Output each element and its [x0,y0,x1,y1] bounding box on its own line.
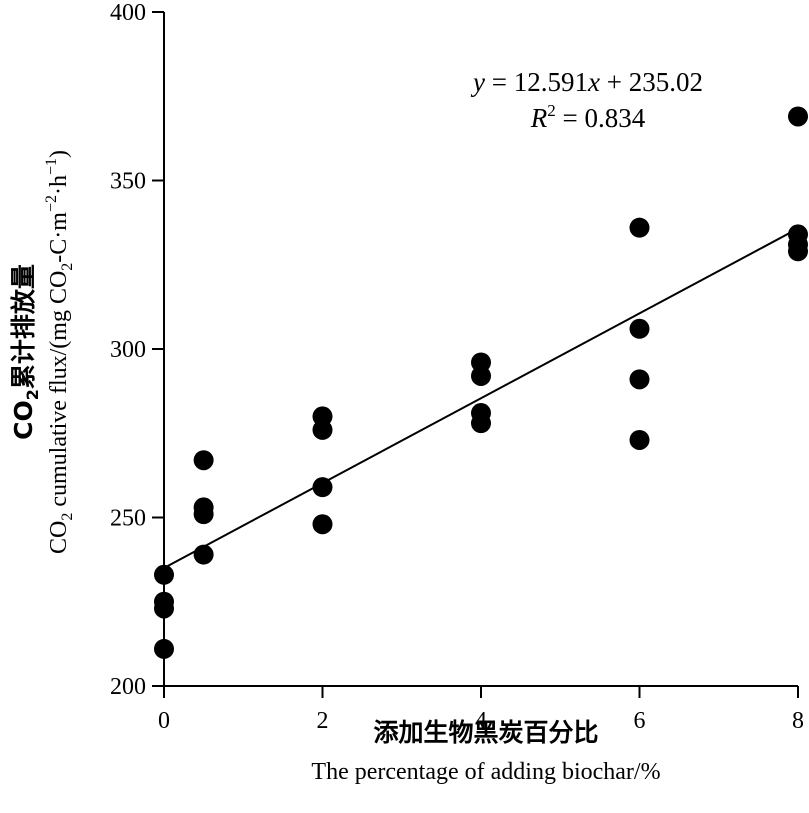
y-axis-title-cn: CO2累计排放量 [9,264,42,440]
x-axis-title: The percentage of adding biochar/% [311,759,660,785]
data-point [629,369,650,390]
r-squared: R2 = 0.834 [530,101,646,133]
regression-equation: y = 12.591x + 235.02 [470,67,703,97]
data-point [312,477,333,498]
y-ticks: 200 250 300 350 400 [110,0,164,700]
data-point [193,544,214,565]
data-point [471,413,491,434]
axes [163,12,798,687]
x-ticks: 0 2 4 6 8 [158,686,804,734]
data-point [154,598,174,619]
data-point [154,638,174,659]
x-tick-label: 2 [317,708,329,734]
y-tick-label: 300 [110,337,146,363]
trendline [163,227,799,569]
data-point [312,514,333,535]
data-point [193,450,214,471]
points-group [154,106,808,659]
y-tick-label: 250 [110,506,146,532]
y-tick-label: 200 [110,674,146,700]
y-axis-title: CO2 cumulative flux/(mg CO2-C·m−2·h−1) [43,150,76,554]
data-point [788,241,808,262]
x-tick-label: 4 [475,708,487,734]
data-point [788,106,808,127]
data-point [471,365,491,386]
data-point [312,419,333,440]
x-tick-label: 8 [792,708,804,734]
data-point [629,217,650,238]
data-point [193,504,214,525]
data-point [154,564,174,585]
x-tick-label: 6 [634,708,646,734]
x-axis-title-cn: 添加生物黑炭百分比 [373,718,598,747]
data-point [629,429,650,450]
x-tick-label: 0 [158,708,170,734]
trendline-group [163,227,799,569]
y-tick-label: 350 [110,169,146,195]
data-point [629,318,650,339]
y-tick-label: 400 [110,0,146,26]
